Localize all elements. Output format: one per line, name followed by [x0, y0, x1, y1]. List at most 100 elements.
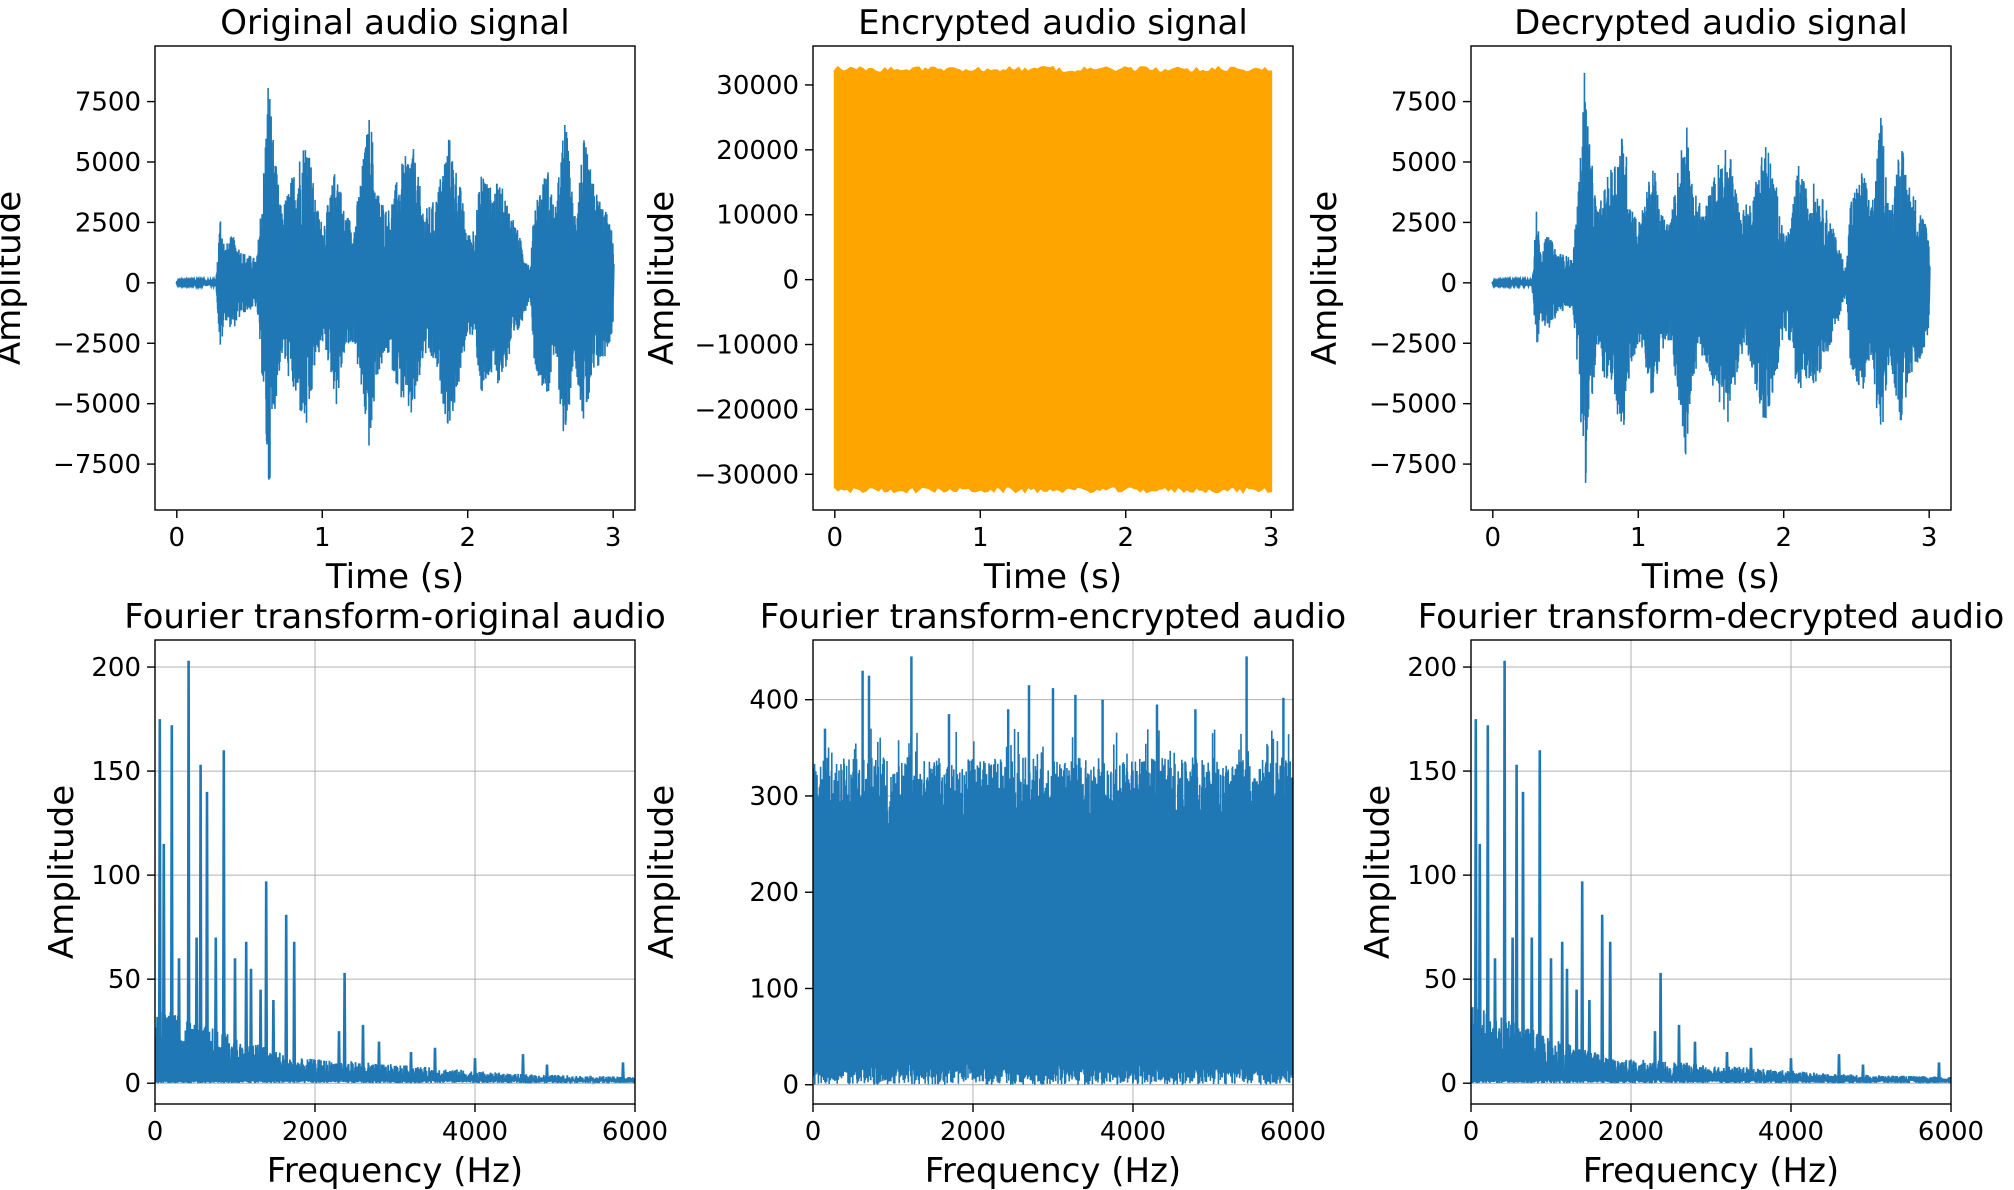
spectrum-peak: [1837, 1054, 1841, 1082]
y-tick-label: 50: [108, 965, 141, 995]
series-line: [1491, 72, 1931, 483]
spectrum-peak: [1502, 660, 1507, 1071]
y-tick-label: 0: [1440, 269, 1457, 299]
chart-title: Fourier transform-decrypted audio: [1418, 597, 2005, 637]
x-tick-label: 0: [827, 523, 844, 553]
x-tick-label: 2: [459, 523, 476, 553]
chart-original-audio: 0 1 2 3 −7500 −5000 −2500 0 2500 5000 7500 Original…: [0, 3, 636, 597]
x-tick-label: 2: [1775, 523, 1792, 553]
spectrum-peak: [1677, 1024, 1681, 1079]
spectrum-peak: [1529, 937, 1534, 1073]
y-tick-label: 0: [782, 1071, 799, 1101]
spectrum-peak: [1693, 1041, 1697, 1080]
spectrum-peak: [157, 719, 162, 1069]
spectrum-peak: [169, 725, 174, 1069]
x-tick-label: 6000: [602, 1117, 668, 1147]
spectrum-peak: [1653, 1031, 1657, 1079]
spectrum-peak: [521, 1054, 525, 1082]
x-tick-label: 0: [147, 1117, 164, 1147]
spectrum-peak: [1473, 719, 1478, 1069]
y-tick-label: −2500: [53, 329, 141, 359]
spectrum-peak: [284, 914, 289, 1078]
spectrum-peak: [1565, 968, 1569, 1075]
spectrum-peak: [1574, 989, 1579, 1076]
spectrum-peak: [244, 941, 249, 1075]
spectrum-peak: [1493, 958, 1497, 1070]
spectrum-peak: [545, 1064, 549, 1082]
spectrum-peak: [1861, 1064, 1865, 1082]
chart-title: Fourier transform-original audio: [124, 597, 666, 637]
x-axis-label: Frequency (Hz): [1583, 1151, 1839, 1190]
x-tick-label: 6000: [1918, 1117, 1984, 1147]
chart-fft-decrypted-audio: 0 2000 4000 6000 0 50 100 150 200 Fourier transfo…: [1358, 597, 2004, 1190]
x-tick-label: 0: [169, 523, 186, 553]
x-tick-label: 4000: [1758, 1117, 1824, 1147]
chart-title: Decrypted audio signal: [1514, 3, 1908, 43]
chart-encrypted-audio: 0 1 2 3 −30000 −20000 −10000 0 10000 20000 30000 En…: [642, 3, 1294, 597]
x-tick-label: 2000: [282, 1117, 348, 1147]
y-axis-label: Amplitude: [42, 785, 82, 959]
y-tick-label: −7500: [1369, 450, 1457, 480]
y-tick-label: 10000: [716, 201, 799, 231]
spectrum-peak: [258, 989, 263, 1076]
y-tick-label: 100: [1407, 861, 1457, 891]
spectrum-peak: [342, 972, 347, 1079]
x-tick-label: 6000: [1260, 1117, 1326, 1147]
x-tick-label: 2000: [1598, 1117, 1664, 1147]
spectrum-peak: [1477, 843, 1482, 1069]
chart-title: Encrypted audio signal: [858, 3, 1248, 43]
series-line: [155, 660, 635, 1085]
x-tick-label: 3: [1263, 523, 1280, 553]
spectrum-peak: [1600, 914, 1605, 1078]
x-tick-label: 1: [1630, 523, 1647, 553]
spectrum-peak: [249, 968, 253, 1075]
spectrum-peak: [1789, 1058, 1793, 1081]
spectrum-peak: [433, 1047, 437, 1081]
y-tick-label: 20000: [716, 136, 799, 166]
y-tick-label: 0: [124, 1069, 141, 1099]
series-line: [1471, 660, 1951, 1084]
y-tick-label: 0: [124, 269, 141, 299]
y-axis-label: Amplitude: [1358, 785, 1398, 959]
spectrum-floor: [155, 1011, 635, 1085]
spectrum-peak: [1580, 881, 1585, 1077]
spectrum-peak: [161, 843, 166, 1069]
series-line: [813, 656, 1293, 1085]
spectrum-peak: [377, 1041, 381, 1080]
spectrum-peak: [1521, 791, 1525, 1072]
axes-frame: [812, 45, 1294, 511]
y-tick-label: 2500: [1391, 208, 1457, 238]
y-tick-label: −5000: [53, 390, 141, 420]
spectrum-peak: [194, 937, 199, 1071]
spectrum-peak: [205, 791, 209, 1072]
y-tick-label: 300: [749, 782, 799, 812]
spectrum-peak: [473, 1058, 477, 1081]
axes-frame: [1470, 639, 1952, 1105]
y-tick-label: 50: [1424, 965, 1457, 995]
x-axis-label: Time (s): [983, 557, 1122, 597]
spectrum-peak: [1510, 937, 1515, 1071]
y-axis-label: Amplitude: [642, 785, 682, 959]
x-tick-label: 4000: [1100, 1117, 1166, 1147]
x-axis-label: Frequency (Hz): [925, 1151, 1181, 1190]
y-tick-label: 5000: [75, 148, 141, 178]
spectrum-peak: [1749, 1047, 1753, 1081]
y-tick-label: −2500: [1369, 329, 1457, 359]
y-tick-label: 100: [91, 861, 141, 891]
y-tick-label: 200: [1407, 653, 1457, 683]
y-axis-label: Amplitude: [1305, 191, 1345, 365]
x-axis-label: Time (s): [325, 557, 464, 597]
x-tick-label: 1: [314, 523, 331, 553]
spectrum-peak: [1658, 972, 1663, 1079]
spectrum-peak: [177, 958, 181, 1070]
x-tick-label: 0: [1463, 1117, 1480, 1147]
y-tick-label: −30000: [695, 460, 800, 490]
spectrum-peak: [186, 660, 191, 1071]
spectrum-peak: [1937, 1062, 1941, 1082]
x-axis-label: Frequency (Hz): [267, 1151, 523, 1190]
spectrum-peak: [1608, 941, 1613, 1078]
y-tick-label: 200: [749, 878, 799, 908]
spectrum-peak: [292, 941, 297, 1078]
waveform-core: [175, 197, 615, 362]
